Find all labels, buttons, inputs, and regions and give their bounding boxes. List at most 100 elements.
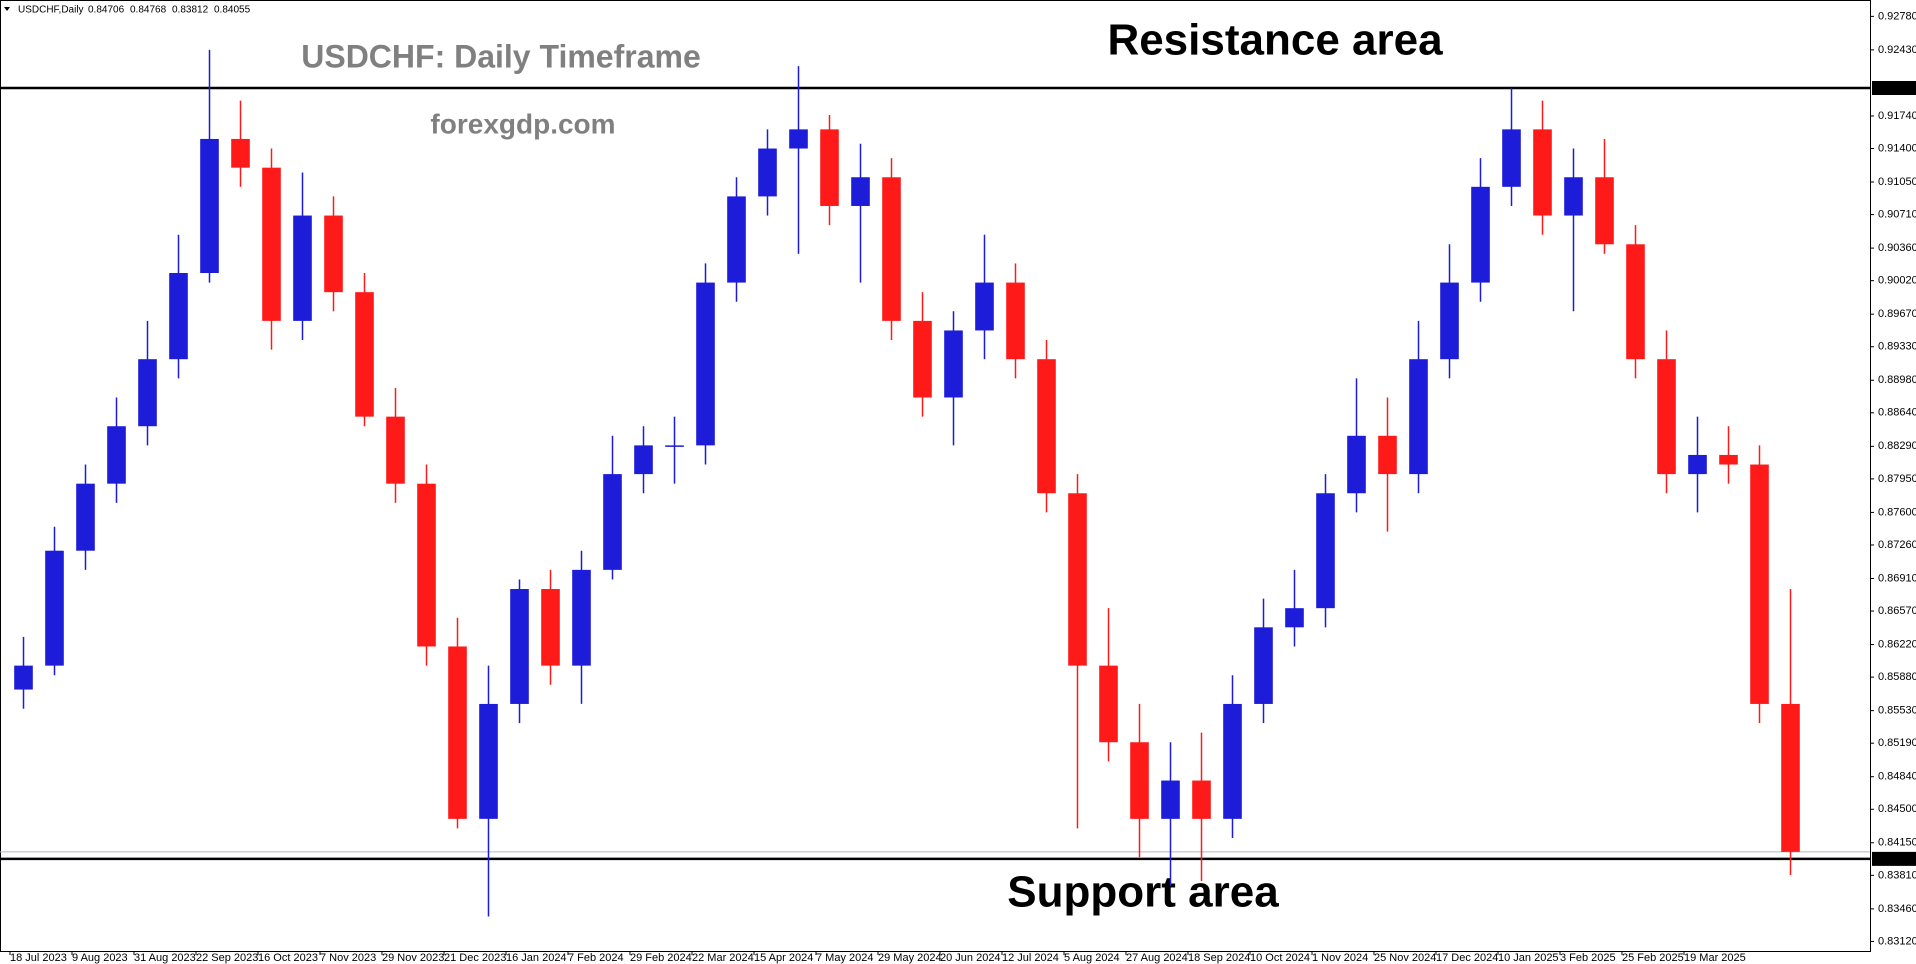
candle-body [1316,493,1335,609]
candle-body [1688,454,1707,475]
candle-body [820,129,839,206]
candle-body [1781,703,1800,852]
y-tick-label: 0.85880 [1878,671,1916,683]
candle-body [355,292,374,417]
candle-body [1471,186,1490,283]
candle-body [510,589,529,704]
y-tick-label: 0.92780 [1878,10,1916,22]
x-tick-label: 10 Jan 2025 [1498,952,1559,964]
candle-body [758,148,777,197]
y-tick-label: 0.91740 [1878,110,1916,122]
candle-body [324,215,343,293]
x-tick-label: 29 Nov 2023 [382,952,444,964]
level-tag [1872,851,1916,866]
x-tick-label: 17 Dec 2024 [1436,952,1498,964]
candle-body [696,282,715,446]
x-tick-label: 22 Mar 2024 [692,952,754,964]
x-tick-label: 10 Oct 2024 [1250,952,1310,964]
candle-body [417,483,436,647]
candle-body [448,646,467,819]
candle-body [1657,359,1676,475]
chart-subtitle: forexgdp.com [430,108,615,139]
candle-body [1626,244,1645,360]
candle-body [851,177,870,206]
y-tick-label: 0.84840 [1878,771,1916,783]
x-tick-label: 21 Dec 2023 [444,952,506,964]
candle-body [541,589,560,666]
candle-body [634,445,653,475]
y-tick-label: 0.86570 [1878,605,1916,617]
x-tick-label: 19 Mar 2025 [1684,952,1746,964]
y-tick-label: 0.85530 [1878,705,1916,717]
x-tick-label: 31 Aug 2023 [134,952,196,964]
candle-body [1068,493,1087,666]
plot-frame [0,0,1871,952]
x-tick-label: 7 May 2024 [816,952,873,964]
candle-body [1502,129,1521,187]
candle-body [1192,780,1211,819]
y-tick-label: 0.88980 [1878,374,1916,386]
candle-body [665,445,684,447]
x-tick-label: 15 Apr 2024 [754,952,813,964]
candle-body [1099,665,1118,743]
x-tick-label: 1 Nov 2024 [1312,952,1368,964]
y-tick-label: 0.84150 [1878,837,1916,849]
y-tick-label: 0.87950 [1878,473,1916,485]
candle-body [882,177,901,321]
header-ohlc: 0.84768 [130,5,167,16]
y-tick-label: 0.90360 [1878,242,1916,254]
x-tick-label: 7 Nov 2023 [320,952,376,964]
x-tick-label: 12 Jul 2024 [1002,952,1059,964]
y-tick-label: 0.89330 [1878,341,1916,353]
resistance-annotation: Resistance area [1107,16,1443,65]
candle-body [1595,177,1614,245]
header-arrow [4,7,10,11]
y-tick-label: 0.83460 [1878,903,1916,915]
x-tick-label: 9 Aug 2023 [72,952,128,964]
candle-body [1440,282,1459,360]
candle-body [1378,435,1397,475]
y-tick-label: 0.88290 [1878,440,1916,452]
x-tick-label: 18 Sep 2024 [1188,952,1250,964]
candle-body [293,215,312,321]
candle-body [14,665,33,690]
candle-body [169,273,188,360]
candle-body [913,320,932,398]
x-tick-label: 3 Feb 2025 [1560,952,1616,964]
x-tick-label: 29 Feb 2024 [630,952,692,964]
y-tick-label: 0.86220 [1878,638,1916,650]
level-tag [1872,80,1916,95]
x-tick-label: 16 Jan 2024 [506,952,567,964]
header-ohlc: 0.84055 [214,5,251,16]
candle-body [789,129,808,149]
candle-body [1347,435,1366,494]
y-tick-label: 0.85190 [1878,737,1916,749]
candle-body [1719,454,1738,465]
candle-body [479,703,498,819]
x-tick-label: 22 Sep 2023 [196,952,258,964]
candle-body [572,569,591,666]
y-tick-label: 0.91050 [1878,176,1916,188]
level-tag-label: 0.83982 [1876,853,1916,865]
y-tick-label: 0.90710 [1878,208,1916,220]
candle-body [107,426,126,484]
y-tick-label: 0.87260 [1878,539,1916,551]
candle-body [1006,282,1025,360]
y-tick-label: 0.90020 [1878,275,1916,287]
candle-body [45,550,64,666]
candle-body [1254,627,1273,704]
x-tick-label: 7 Feb 2024 [568,952,624,964]
candle-body [1750,464,1769,704]
x-tick-label: 5 Aug 2024 [1064,952,1120,964]
header-symbol: USDCHF,Daily [18,5,84,16]
chart-title: USDCHF: Daily Timeframe [301,38,701,74]
level-tag-label: 0.92032 [1876,82,1916,94]
support-annotation: Support area [1007,868,1279,917]
candle-body [1409,359,1428,475]
candle-body [1533,129,1552,216]
y-tick-label: 0.86910 [1878,572,1916,584]
candle-body [262,167,281,321]
y-tick-label: 0.88640 [1878,407,1916,419]
y-tick-label: 0.91400 [1878,142,1916,154]
